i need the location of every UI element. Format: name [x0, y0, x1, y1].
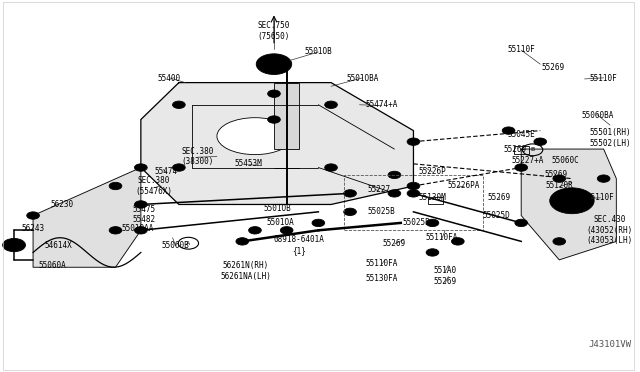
- Circle shape: [407, 190, 420, 197]
- Polygon shape: [521, 149, 616, 260]
- Circle shape: [256, 54, 292, 74]
- Text: 55025D: 55025D: [482, 211, 509, 220]
- Text: A: A: [186, 241, 191, 246]
- Circle shape: [173, 101, 185, 109]
- Text: 55060C: 55060C: [552, 155, 579, 165]
- Circle shape: [173, 164, 185, 171]
- Circle shape: [426, 249, 439, 256]
- Circle shape: [280, 227, 293, 234]
- Text: 55269: 55269: [433, 278, 457, 286]
- Circle shape: [344, 190, 356, 197]
- Circle shape: [515, 164, 527, 171]
- Circle shape: [534, 138, 547, 145]
- Circle shape: [134, 201, 147, 208]
- Circle shape: [550, 188, 594, 214]
- Circle shape: [324, 164, 337, 171]
- Text: 55226PA: 55226PA: [448, 182, 481, 190]
- Circle shape: [134, 164, 147, 171]
- Text: 55060BA: 55060BA: [581, 111, 614, 121]
- Circle shape: [109, 182, 122, 190]
- Circle shape: [27, 212, 40, 219]
- Text: SEC.430
(43052(RH)
(43053(LH): SEC.430 (43052(RH) (43053(LH): [587, 215, 633, 245]
- Text: 55400: 55400: [158, 74, 181, 83]
- Circle shape: [134, 227, 147, 234]
- Circle shape: [502, 127, 515, 134]
- Text: 55474+A: 55474+A: [365, 100, 398, 109]
- Text: 55110FA: 55110FA: [426, 233, 458, 242]
- Circle shape: [515, 219, 527, 227]
- Circle shape: [109, 227, 122, 234]
- Circle shape: [407, 182, 420, 190]
- Text: 55475: 55475: [132, 205, 156, 215]
- Text: 55269: 55269: [383, 239, 406, 248]
- Text: SEC.380
(38300): SEC.380 (38300): [182, 147, 214, 166]
- Text: 55227+A: 55227+A: [511, 155, 544, 165]
- Text: 55130M: 55130M: [419, 193, 446, 202]
- Polygon shape: [33, 167, 141, 267]
- Text: SEC.750
(75650): SEC.750 (75650): [258, 21, 290, 41]
- Text: 55269: 55269: [541, 63, 564, 72]
- Text: 5501OBA: 5501OBA: [346, 74, 379, 83]
- Text: 55474: 55474: [155, 167, 178, 176]
- Text: 55269: 55269: [488, 193, 511, 202]
- Circle shape: [271, 64, 284, 71]
- Circle shape: [388, 171, 401, 179]
- Text: 55060B: 55060B: [162, 241, 189, 250]
- Circle shape: [344, 208, 356, 215]
- Circle shape: [268, 90, 280, 97]
- Text: 55501(RH)
55502(LH): 55501(RH) 55502(LH): [589, 128, 631, 148]
- Text: 55110F: 55110F: [587, 193, 614, 202]
- Circle shape: [324, 101, 337, 109]
- Text: 55453M: 55453M: [235, 159, 262, 169]
- Text: 5501OAA: 5501OAA: [122, 224, 154, 233]
- Circle shape: [236, 238, 248, 245]
- Circle shape: [312, 219, 324, 227]
- Circle shape: [559, 193, 584, 208]
- Text: 55269: 55269: [503, 145, 527, 154]
- Text: 55227: 55227: [367, 185, 390, 194]
- Text: 08918-6401A
{1}: 08918-6401A {1}: [274, 235, 324, 255]
- Text: 56261N(RH)
56261NA(LH): 56261N(RH) 56261NA(LH): [220, 261, 271, 280]
- Text: 55110F: 55110F: [508, 45, 535, 54]
- Text: B: B: [531, 147, 535, 152]
- Text: 55045E: 55045E: [508, 130, 535, 139]
- Text: 55110FA: 55110FA: [365, 259, 398, 268]
- Circle shape: [451, 238, 464, 245]
- Circle shape: [553, 238, 566, 245]
- Text: 5501OB: 5501OB: [305, 47, 332, 56]
- Circle shape: [3, 238, 26, 252]
- Ellipse shape: [217, 118, 293, 155]
- Text: 55110F: 55110F: [589, 74, 618, 83]
- Bar: [274, 83, 300, 149]
- Bar: [428, 197, 444, 205]
- Bar: [344, 175, 483, 230]
- Text: 55025B: 55025B: [403, 218, 431, 227]
- Text: 55025B: 55025B: [368, 207, 396, 217]
- Text: J43101VW: J43101VW: [588, 340, 632, 349]
- Text: 55130FA: 55130FA: [365, 274, 398, 283]
- Circle shape: [262, 58, 285, 71]
- Circle shape: [407, 138, 420, 145]
- Circle shape: [388, 190, 401, 197]
- Text: 55269: 55269: [545, 170, 568, 179]
- Text: 5501OA: 5501OA: [266, 218, 294, 227]
- Text: 55120R: 55120R: [545, 182, 573, 190]
- Circle shape: [426, 219, 439, 227]
- Circle shape: [268, 116, 280, 123]
- Bar: [514, 146, 529, 154]
- Text: 56243: 56243: [22, 224, 45, 233]
- Text: 55482: 55482: [132, 215, 156, 224]
- Text: 56230: 56230: [50, 200, 73, 209]
- Text: 551A0: 551A0: [433, 266, 457, 275]
- Circle shape: [553, 175, 566, 182]
- Text: 5501OB: 5501OB: [263, 203, 291, 213]
- Text: SEC.380
(55476X): SEC.380 (55476X): [135, 176, 172, 196]
- Circle shape: [597, 175, 610, 182]
- Polygon shape: [141, 83, 413, 205]
- Text: 55226P: 55226P: [419, 167, 446, 176]
- Text: 55060A: 55060A: [38, 261, 66, 270]
- Circle shape: [248, 227, 261, 234]
- Text: 54614X: 54614X: [45, 241, 72, 250]
